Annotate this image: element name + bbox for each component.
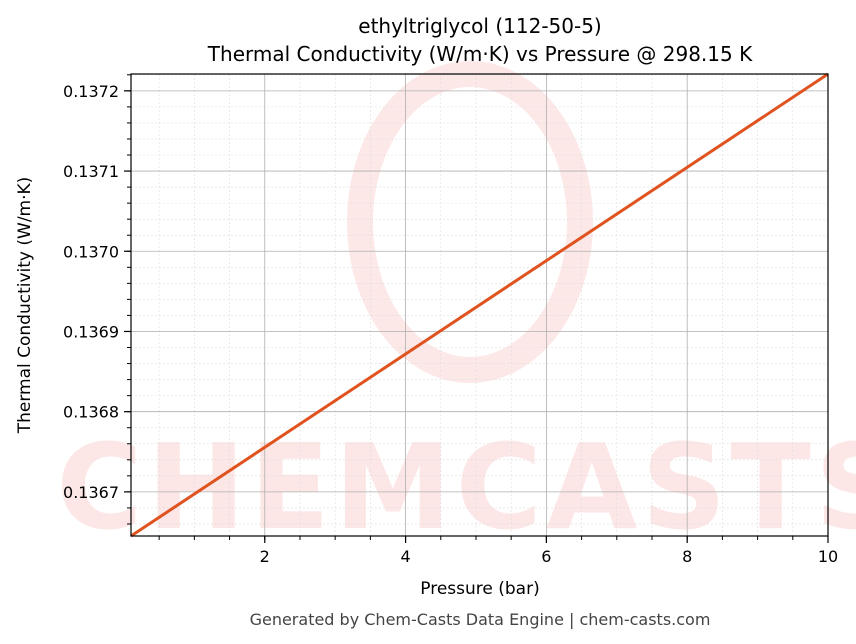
footer-text: Generated by Chem-Casts Data Engine | ch… xyxy=(250,610,711,629)
x-tick-label: 2 xyxy=(260,547,270,566)
plot-frame xyxy=(130,73,829,537)
x-axis-label: Pressure (bar) xyxy=(420,579,539,599)
grid xyxy=(131,74,829,536)
y-tick-label: 0.1369 xyxy=(63,322,119,341)
y-tick-label: 0.1367 xyxy=(63,483,119,502)
watermark: CHEMCASTS xyxy=(56,61,856,556)
chart-title-line2: Thermal Conductivity (W/m·K) vs Pressure… xyxy=(207,42,753,66)
x-tick-label: 8 xyxy=(682,547,692,566)
series-lines xyxy=(130,72,829,538)
chart-title-line1: ethyltriglycol (112-50-5) xyxy=(358,14,601,38)
y-tick-label: 0.1372 xyxy=(63,82,119,101)
y-tick-label: 0.1370 xyxy=(63,242,119,261)
x-tick-label: 10 xyxy=(818,547,838,566)
y-tick-label: 0.1368 xyxy=(63,403,119,422)
y-axis-label: Thermal Conductivity (W/m·K) xyxy=(15,177,35,435)
series-line-thermal-conductivity xyxy=(130,72,829,538)
x-tick-label: 6 xyxy=(541,547,551,566)
y-tick-label: 0.1371 xyxy=(63,162,119,181)
x-tick-label: 4 xyxy=(400,547,410,566)
svg-text:CHEMCASTS: CHEMCASTS xyxy=(56,418,856,556)
ticks: 2 4 6 8 10 0.1367 0.1368 0.1369 0.1370 0.1371 0.13… xyxy=(63,74,838,566)
